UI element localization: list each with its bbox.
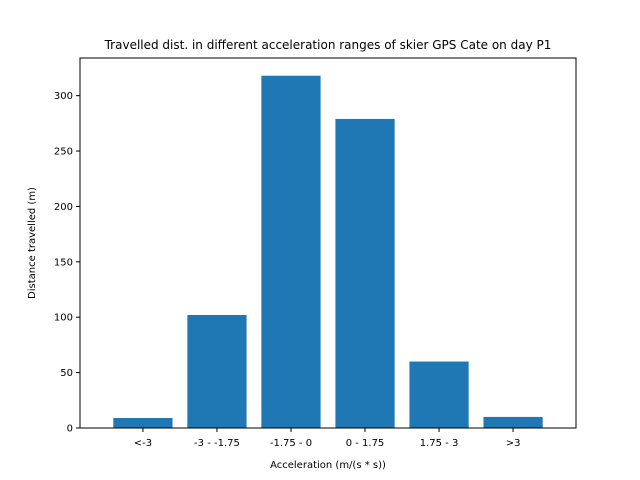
bar-5	[483, 416, 543, 428]
x-tick-label: >3	[506, 438, 521, 449]
y-axis-ticks: 0 50 100 150 200 250 300	[54, 91, 80, 435]
bar-2	[261, 75, 321, 428]
bar-3	[335, 118, 395, 428]
y-tick-label: 200	[54, 202, 73, 213]
x-tick-label: <-3	[134, 438, 152, 449]
bar-1	[187, 315, 247, 428]
y-tick-label: 0	[67, 424, 73, 435]
plot-area-frame	[79, 57, 577, 429]
y-tick-label: 300	[54, 91, 73, 102]
x-tick-label: -1.75 - 0	[270, 438, 312, 449]
x-axis-title: Acceleration (m/(s * s))	[270, 460, 386, 471]
y-tick-label: 250	[54, 147, 73, 158]
bar-0	[113, 418, 173, 428]
bar-4	[409, 361, 469, 428]
x-axis-ticks: <-3 -3 - -1.75 -1.75 - 0 0 - 1.75 1.75 - 3 >3	[134, 428, 521, 449]
x-tick-label: -3 - -1.75	[194, 438, 240, 449]
y-axis-title: Distance travelled (m)	[27, 187, 38, 299]
bars-group	[113, 75, 543, 428]
y-tick-label: 150	[54, 257, 73, 268]
y-tick-label: 100	[54, 313, 73, 324]
x-tick-label: 1.75 - 3	[420, 438, 459, 449]
chart-title: Travelled dist. in different acceleratio…	[104, 38, 552, 52]
x-tick-label: 0 - 1.75	[346, 438, 385, 449]
y-tick-label: 50	[60, 368, 73, 379]
